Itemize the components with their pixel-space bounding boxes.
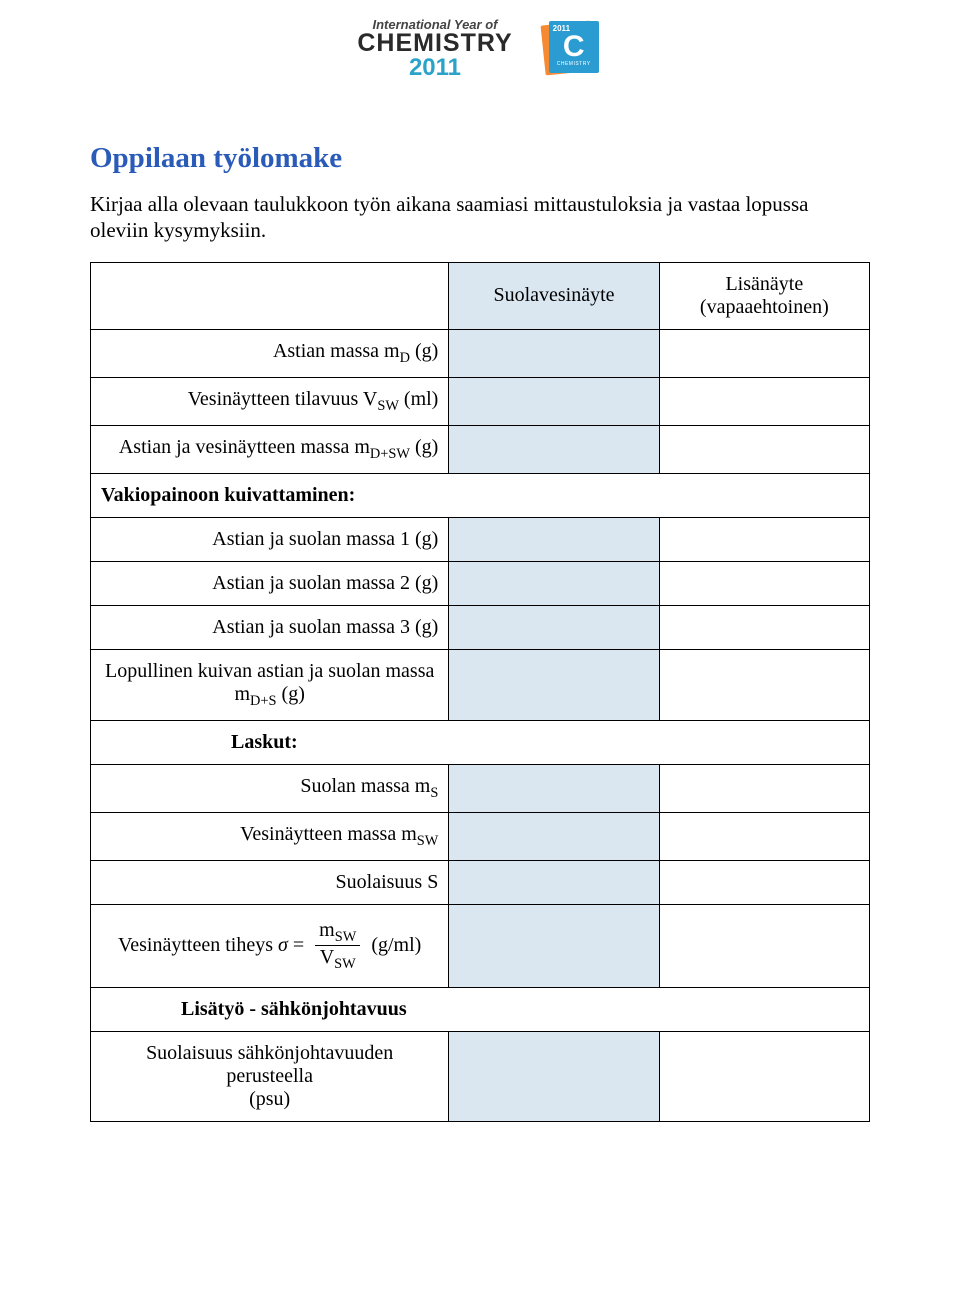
row-salt1-label: Astian ja suolan massa 1 (g) (91, 517, 449, 561)
row-salt-mass-label: Suolan massa mS (91, 764, 449, 812)
col-header-extra-line2: (vapaaehtoinen) (700, 296, 829, 318)
row-salt1-sample[interactable] (449, 517, 659, 561)
row-sample-mass-sample[interactable] (449, 812, 659, 860)
col-header-extra-line1: Lisänäyte (725, 273, 803, 295)
data-table: Suolavesinäyte Lisänäyte (vapaaehtoinen)… (90, 262, 870, 1123)
row-dish-sample-mass-sample[interactable] (449, 425, 659, 473)
row-density-extra[interactable] (659, 904, 869, 988)
table-row: Vesinäytteen tiheys σ = mSWVSW (g/ml) (91, 904, 870, 988)
table-section-row: Lisätyö - sähkönjohtavuus (91, 988, 870, 1032)
row-conductivity-sample[interactable] (449, 1032, 659, 1122)
table-row: Vesinäytteen massa mSW (91, 812, 870, 860)
row-sample-vol-sample[interactable] (449, 377, 659, 425)
table-row: Suolan massa mS (91, 764, 870, 812)
table-row: Suolaisuus S (91, 860, 870, 904)
row-sample-vol-extra[interactable] (659, 377, 869, 425)
iyc-logo: International Year of CHEMISTRY 2011 (357, 18, 512, 80)
section-calc: Laskut: (91, 720, 870, 764)
table-row: Astian ja suolan massa 1 (g) (91, 517, 870, 561)
row-dish-mass-sample[interactable] (449, 329, 659, 377)
row-final-mass-sample[interactable] (449, 649, 659, 720)
iyc-logo-line3: 2011 (357, 56, 512, 80)
row-salt3-extra[interactable] (659, 605, 869, 649)
row-sample-vol-label: Vesinäytteen tilavuus VSW (ml) (91, 377, 449, 425)
iyc-logo-line2: CHEMISTRY (357, 31, 512, 56)
row-sample-mass-extra[interactable] (659, 812, 869, 860)
row-salt2-label: Astian ja suolan massa 2 (g) (91, 561, 449, 605)
row-sample-mass-label: Vesinäytteen massa mSW (91, 812, 449, 860)
row-salt-mass-extra[interactable] (659, 764, 869, 812)
row-dish-sample-mass-label: Astian ja vesinäytteen massa mD+SW (g) (91, 425, 449, 473)
row-salt3-label: Astian ja suolan massa 3 (g) (91, 605, 449, 649)
table-row: Suolaisuus sähkönjohtavuuden perusteella… (91, 1032, 870, 1122)
section-extra: Lisätyö - sähkönjohtavuus (91, 988, 870, 1032)
c-logo-letter: C (549, 33, 599, 61)
col-header-sample: Suolavesinäyte (449, 262, 659, 329)
row-salt1-extra[interactable] (659, 517, 869, 561)
table-row: Vesinäytteen tilavuus VSW (ml) (91, 377, 870, 425)
table-section-row: Laskut: (91, 720, 870, 764)
table-section-row: Vakiopainoon kuivattaminen: (91, 473, 870, 517)
row-salt2-extra[interactable] (659, 561, 869, 605)
row-dish-sample-mass-extra[interactable] (659, 425, 869, 473)
header-banner: International Year of CHEMISTRY 2011 201… (0, 0, 960, 102)
row-dish-mass-label: Astian massa mD (g) (91, 329, 449, 377)
col-header-extra: Lisänäyte (vapaaehtoinen) (659, 262, 869, 329)
row-salt3-sample[interactable] (449, 605, 659, 649)
page-title: Oppilaan työlomake (90, 142, 870, 175)
c-element-logo: 2011 C CHEMISTRY (543, 19, 603, 79)
table-row: Lopullinen kuivan astian ja suolan massa… (91, 649, 870, 720)
c-logo-sub: CHEMISTRY (549, 61, 599, 67)
row-density-label: Vesinäytteen tiheys σ = mSWVSW (g/ml) (91, 904, 449, 988)
table-row: Astian ja vesinäytteen massa mD+SW (g) (91, 425, 870, 473)
row-dish-mass-extra[interactable] (659, 329, 869, 377)
row-density-sample[interactable] (449, 904, 659, 988)
table-row: Astian ja suolan massa 2 (g) (91, 561, 870, 605)
row-conductivity-label: Suolaisuus sähkönjohtavuuden perusteella… (91, 1032, 449, 1122)
row-salinity-sample[interactable] (449, 860, 659, 904)
c-logo-front-icon: 2011 C CHEMISTRY (549, 21, 599, 73)
section-drying: Vakiopainoon kuivattaminen: (91, 473, 870, 517)
intro-paragraph: Kirjaa alla olevaan taulukkoon työn aika… (90, 191, 870, 244)
row-salt2-sample[interactable] (449, 561, 659, 605)
blank-corner (91, 262, 449, 329)
row-final-mass-label: Lopullinen kuivan astian ja suolan massa… (91, 649, 449, 720)
table-header-row: Suolavesinäyte Lisänäyte (vapaaehtoinen) (91, 262, 870, 329)
row-salinity-label: Suolaisuus S (91, 860, 449, 904)
row-salinity-extra[interactable] (659, 860, 869, 904)
table-row: Astian ja suolan massa 3 (g) (91, 605, 870, 649)
density-fraction: mSWVSW (315, 919, 360, 974)
table-row: Astian massa mD (g) (91, 329, 870, 377)
row-final-mass-extra[interactable] (659, 649, 869, 720)
row-salt-mass-sample[interactable] (449, 764, 659, 812)
page-body: Oppilaan työlomake Kirjaa alla olevaan t… (0, 142, 960, 1162)
row-conductivity-extra[interactable] (659, 1032, 869, 1122)
